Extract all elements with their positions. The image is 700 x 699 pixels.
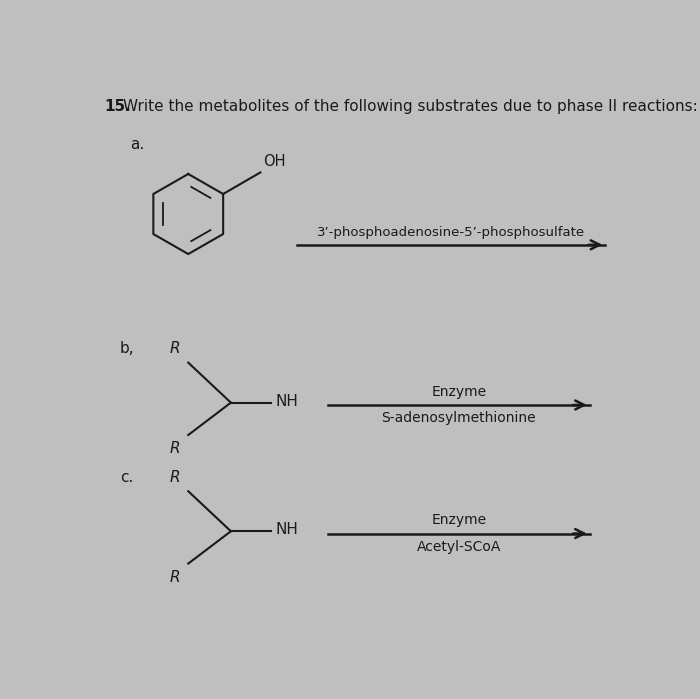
Text: OH: OH [262, 154, 285, 169]
Text: S-adenosylmethionine: S-adenosylmethionine [382, 411, 536, 425]
Text: b,: b, [120, 341, 134, 356]
Text: R: R [170, 470, 181, 485]
Text: Write the metabolites of the following substrates due to phase II reactions:: Write the metabolites of the following s… [123, 99, 698, 113]
Text: Acetyl-SCoA: Acetyl-SCoA [416, 540, 501, 554]
Text: Enzyme: Enzyme [431, 513, 486, 528]
Text: 15.: 15. [104, 99, 132, 113]
Text: NH: NH [275, 394, 298, 409]
Text: NH: NH [275, 522, 298, 538]
Text: R: R [170, 570, 181, 585]
Text: R: R [170, 441, 181, 456]
Text: Enzyme: Enzyme [431, 385, 486, 399]
Text: a.: a. [130, 137, 144, 152]
Text: 3’-phosphoadenosine-5’-phosphosulfate: 3’-phosphoadenosine-5’-phosphosulfate [317, 226, 585, 238]
Text: c.: c. [120, 470, 134, 484]
Text: R: R [170, 341, 181, 356]
